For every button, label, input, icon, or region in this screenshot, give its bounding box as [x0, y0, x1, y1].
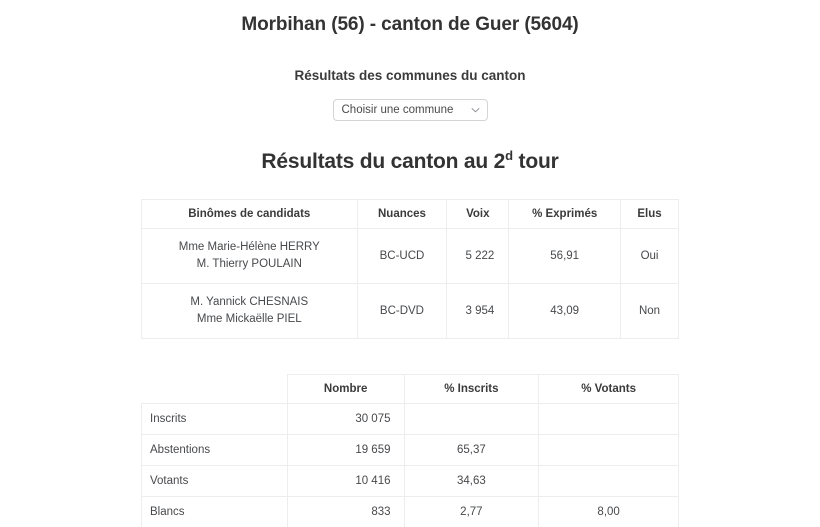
results-table: Binômes de candidats Nuances Voix % Expr…	[141, 199, 679, 339]
table-row: Votants 10 416 34,63	[141, 465, 679, 497]
candidate-name-primary: M. Yannick CHESNAIS	[190, 296, 309, 308]
results-cell-pct-exprimes: 56,91	[508, 228, 622, 284]
participation-cell-nombre: 30 075	[286, 403, 405, 435]
results-header-pct-exprimes: % Exprimés	[508, 199, 622, 229]
participation-table-header-row: Nombre % Inscrits % Votants	[141, 374, 679, 404]
commune-select-container: Choisir une commune	[0, 99, 820, 121]
participation-table-head: Nombre % Inscrits % Votants	[141, 374, 679, 404]
participation-cell-nombre: 833	[286, 496, 405, 527]
participation-cell-nombre: 19 659	[286, 434, 405, 466]
participation-header-blank	[141, 374, 288, 404]
results-table-header-row: Binômes de candidats Nuances Voix % Expr…	[141, 199, 679, 229]
table-row: Blancs 833 2,77 8,00	[141, 496, 679, 527]
results-cell-candidates: Mme Marie-Hélène HERRY M. Thierry POULAI…	[141, 228, 358, 284]
results-header-elus: Elus	[620, 199, 679, 229]
canton-results-heading-sup: d	[505, 148, 513, 163]
communes-section-heading: Résultats des communes du canton	[294, 68, 526, 83]
participation-cell-nombre: 10 416	[286, 465, 405, 497]
participation-cell-label: Abstentions	[141, 434, 288, 466]
results-header-nuances: Nuances	[356, 199, 448, 229]
participation-table: Nombre % Inscrits % Votants Inscrits 30 …	[141, 374, 679, 527]
participation-cell-pct-inscrits: 34,63	[403, 465, 540, 497]
table-row: M. Yannick CHESNAIS Mme Mickaëlle PIEL B…	[141, 283, 679, 339]
results-table-head: Binômes de candidats Nuances Voix % Expr…	[141, 199, 679, 229]
participation-cell-pct-votants	[538, 465, 679, 497]
participation-cell-label: Blancs	[141, 496, 288, 527]
table-row: Abstentions 19 659 65,37	[141, 434, 679, 466]
results-table-body: Mme Marie-Hélène HERRY M. Thierry POULAI…	[141, 228, 679, 339]
results-cell-voix: 3 954	[446, 283, 510, 339]
participation-cell-label: Inscrits	[141, 403, 288, 435]
table-row: Inscrits 30 075	[141, 403, 679, 435]
results-cell-voix: 5 222	[446, 228, 510, 284]
participation-cell-pct-votants	[538, 434, 679, 466]
results-header-voix: Voix	[446, 199, 510, 229]
participation-cell-pct-votants: 8,00	[538, 496, 679, 527]
results-cell-candidates: M. Yannick CHESNAIS Mme Mickaëlle PIEL	[141, 283, 358, 339]
participation-cell-pct-inscrits: 2,77	[403, 496, 540, 527]
page-title: Morbihan (56) - canton de Guer (5604)	[241, 14, 579, 35]
participation-header-nombre: Nombre	[286, 374, 405, 404]
participation-cell-pct-inscrits: 65,37	[403, 434, 540, 466]
candidate-name-secondary: M. Thierry POULAIN	[196, 258, 302, 270]
participation-cell-label: Votants	[141, 465, 288, 497]
participation-table-body: Inscrits 30 075 Abstentions 19 659 65,37…	[141, 403, 679, 527]
participation-table-wrapper: Nombre % Inscrits % Votants Inscrits 30 …	[141, 374, 679, 527]
candidate-name-secondary: Mme Mickaëlle PIEL	[196, 313, 302, 325]
candidate-name-primary: Mme Marie-Hélène HERRY	[178, 241, 320, 253]
participation-header-pct-votants: % Votants	[538, 374, 679, 404]
participation-cell-pct-inscrits	[403, 403, 540, 435]
table-row: Mme Marie-Hélène HERRY M. Thierry POULAI…	[141, 228, 679, 284]
canton-results-heading-prefix: Résultats du canton au 2	[261, 150, 506, 173]
results-table-wrapper: Binômes de candidats Nuances Voix % Expr…	[141, 199, 679, 339]
canton-results-heading: Résultats du canton au 2d tour	[0, 121, 820, 175]
participation-cell-pct-votants	[538, 403, 679, 435]
results-cell-pct-exprimes: 43,09	[508, 283, 622, 339]
commune-select[interactable]: Choisir une commune	[332, 99, 488, 121]
results-cell-nuance: BC-UCD	[356, 228, 448, 284]
results-cell-elu: Non	[620, 283, 679, 339]
participation-header-pct-inscrits: % Inscrits	[403, 374, 540, 404]
commune-select-holder: Choisir une commune	[332, 99, 488, 121]
results-cell-elu: Oui	[620, 228, 679, 284]
canton-results-heading-suffix: tour	[512, 150, 559, 173]
results-cell-nuance: BC-DVD	[356, 283, 448, 339]
results-header-candidats: Binômes de candidats	[141, 199, 358, 229]
